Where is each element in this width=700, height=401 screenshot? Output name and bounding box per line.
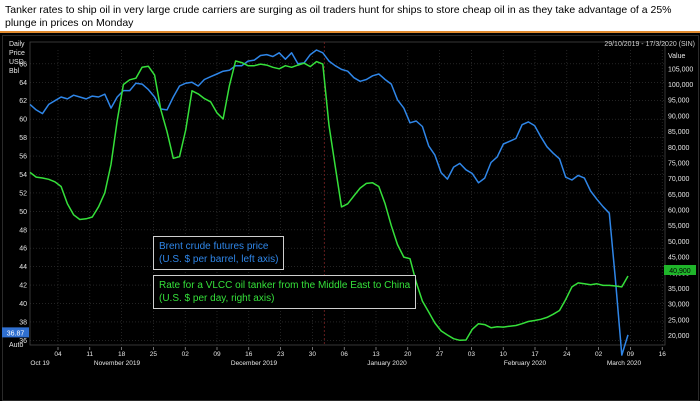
right-axis: 20,00025,00030,00035,00040,00045,00050,0… (668, 66, 693, 340)
left-tick-label-48: 48 (19, 227, 27, 234)
right-tick-label-105000: 105,000 (668, 66, 693, 73)
x-tick-label-10: 13 (372, 351, 380, 358)
left-tick-label-40: 40 (19, 301, 27, 308)
top-left-label-line-4: Bbl (9, 68, 20, 75)
x-tick-label-11: 20 (404, 351, 412, 358)
left-tick-label-56: 56 (19, 154, 27, 161)
x-month-label-1: November 2019 (94, 360, 141, 367)
x-tick-label-3: 25 (150, 351, 158, 358)
x-month-label-4: February 2020 (504, 360, 547, 367)
left-axis: 36 38 40 42 44 46 48 50 52 54 56 58 60 62 64 66 (19, 61, 27, 345)
left-tick-label-62: 62 (19, 98, 27, 105)
legend-brent-line-1: Brent crude futures price (159, 241, 269, 252)
right-tick-label-35000: 35,000 (668, 286, 690, 293)
legend-brent: Brent crude futures price (U.S. $ per ba… (153, 236, 285, 270)
date-range: 29/10/2019 - 17/3/2020 (SIN) (604, 41, 695, 48)
brent-last-value-label: 36.87 (7, 330, 25, 337)
x-month-label-3: January 2020 (367, 360, 407, 367)
series-line-vlcc (29, 60, 629, 342)
right-tick-label-70000: 70,000 (668, 176, 690, 183)
x-tick-label-5: 09 (213, 351, 221, 358)
x-tick-label-2: 18 (118, 351, 126, 358)
x-tick-label-13: 03 (468, 351, 476, 358)
x-axis: 04 11 18 25 02 09 16 23 30 06 13 20 27 03 10 17 24 02 09 16… (30, 347, 666, 367)
legend-vlcc-line-1: Rate for a VLCC oil tanker from the Midd… (159, 280, 411, 291)
left-tick-label-60: 60 (19, 117, 27, 124)
right-tick-label-25000: 25,000 (668, 317, 690, 324)
top-left-label-line-2: Price (9, 50, 25, 57)
x-tick-label-19: 16 (659, 351, 667, 358)
left-tick-label-50: 50 (19, 209, 27, 216)
x-tick-label-12: 27 (436, 351, 444, 358)
right-tick-label-85000: 85,000 (668, 129, 690, 136)
left-tick-label-38: 38 (19, 319, 27, 326)
right-tick-label-50000: 50,000 (668, 239, 690, 246)
top-left-label-line-3: USD (9, 59, 24, 66)
x-tick-label-17: 02 (595, 351, 603, 358)
left-tick-label-52: 52 (19, 190, 27, 197)
right-tick-label-45000: 45,000 (668, 255, 690, 262)
left-tick-label-64: 64 (19, 80, 27, 87)
left-tick-label-66: 66 (19, 61, 27, 68)
x-month-label-2: December 2019 (231, 360, 278, 367)
headline: Tanker rates to ship oil in very large c… (0, 0, 700, 33)
x-tick-label-6: 16 (245, 351, 253, 358)
x-tick-label-7: 23 (277, 351, 285, 358)
x-tick-label-4: 02 (182, 351, 190, 358)
legend-brent-line-2: (U.S. $ per barrel, left axis) (159, 254, 279, 265)
vlcc-last-value-label: 40,900 (669, 268, 691, 275)
x-tick-label-1: 11 (86, 351, 93, 358)
last-value-tags: 36.87 40,900 (2, 264, 696, 338)
right-tick-label-65000: 65,000 (668, 192, 690, 199)
right-axis-title: Value (668, 53, 685, 60)
x-tick-label-16: 24 (563, 351, 571, 358)
x-tick-label-15: 17 (531, 351, 539, 358)
left-tick-label-54: 54 (19, 172, 27, 179)
right-tick-label-20000: 20,000 (668, 333, 690, 340)
x-tick-label-8: 30 (309, 351, 317, 358)
auto-label: Auto (9, 342, 24, 349)
left-tick-label-36: 36 (19, 338, 27, 345)
left-tick-label-58: 58 (19, 135, 27, 142)
x-tick-label-14: 10 (500, 351, 508, 358)
right-tick-label-75000: 75,000 (668, 160, 690, 167)
chart-grid (29, 41, 666, 346)
legend-vlcc-line-2: (U.S. $ per day, right axis) (159, 293, 275, 304)
x-month-label-5: March 2020 (607, 360, 642, 367)
x-month-label-0: Oct 19 (30, 360, 50, 367)
right-tick-label-80000: 80,000 (668, 145, 690, 152)
right-tick-label-30000: 30,000 (668, 302, 690, 309)
plot-border (29, 41, 666, 346)
brent-last-value-box (2, 327, 29, 338)
left-tick-label-44: 44 (19, 264, 27, 271)
left-tick-label-42: 42 (19, 283, 27, 290)
right-tick-label-60000: 60,000 (668, 208, 690, 215)
series-line-brent (29, 49, 629, 356)
x-tick-label-0: 04 (54, 351, 62, 358)
right-tick-label-95000: 95,000 (668, 98, 690, 105)
left-tick-label-46: 46 (19, 246, 27, 253)
legend-vlcc: Rate for a VLCC oil tanker from the Midd… (153, 275, 417, 309)
top-left-label-line-1: Daily (9, 41, 25, 48)
right-tick-label-90000: 90,000 (668, 113, 690, 120)
series-group (29, 49, 629, 356)
right-tick-label-100000: 100,000 (668, 82, 693, 89)
right-tick-label-55000: 55,000 (668, 223, 690, 230)
vlcc-last-value-box (664, 264, 696, 275)
x-tick-label-9: 06 (341, 351, 349, 358)
x-tick-label-18: 09 (627, 351, 635, 358)
